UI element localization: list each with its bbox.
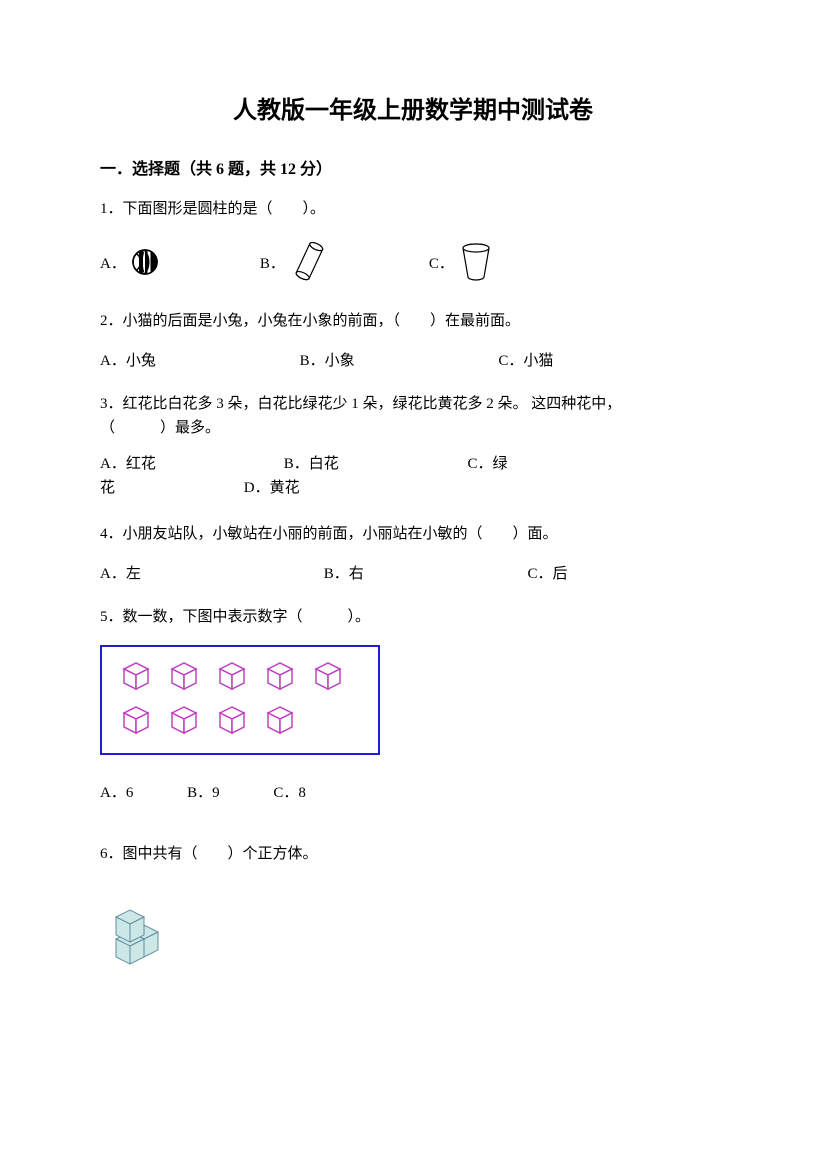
q2-option-b: B．小象 <box>300 349 355 370</box>
q1-options: A． B． <box>100 237 726 287</box>
q1-text: 1．下面图形是圆柱的是（ ）。 <box>100 197 726 221</box>
q2-text: 2．小猫的后面是小兔，小兔在小象的前面，（ ）在最前面。 <box>100 309 726 333</box>
q2-option-a: A．小兔 <box>100 349 156 370</box>
q5-option-b: B．9 <box>187 785 220 801</box>
q3-option-c2: 花 <box>100 476 240 500</box>
beach-ball-icon <box>130 247 160 277</box>
q5-option-c: C．8 <box>273 785 306 801</box>
q3-line2: （ ）最多。 <box>100 416 726 440</box>
cylinder-icon <box>289 237 329 287</box>
cup-icon <box>458 241 494 283</box>
q4-option-c: C．后 <box>528 562 568 583</box>
section-header: 一．选择题（共 6 题，共 12 分） <box>100 155 726 179</box>
q6-figure <box>100 882 726 972</box>
q6-text: 6．图中共有（ ）个正方体。 <box>100 842 726 866</box>
q1-option-c: C． <box>429 241 494 283</box>
q3-option-d: D．黄花 <box>244 476 300 500</box>
q5-cube-box <box>100 645 380 755</box>
q1-option-a: A． <box>100 247 160 277</box>
q4-text: 4．小朋友站队，小敏站在小丽的前面，小丽站在小敏的（ ）面。 <box>100 522 726 546</box>
q4-option-b: B．右 <box>324 562 524 583</box>
q5-option-a: A．6 <box>100 785 133 801</box>
q2-option-c: C．小猫 <box>498 349 553 370</box>
q4-options: A．左 B．右 C．后 <box>100 562 726 583</box>
q3-option-a: A．红花 <box>100 452 280 476</box>
q4-option-a: A．左 <box>100 562 320 583</box>
q5-options: A．6 B．9 C．8 <box>100 781 726 802</box>
q3-option-b: B．白花 <box>284 452 464 476</box>
q2-options: A．小兔 B．小象 C．小猫 <box>100 349 726 370</box>
q3-option-c: C．绿 <box>468 452 508 476</box>
q3-line1: 3．红花比白花多 3 朵，白花比绿花少 1 朵，绿花比黄花多 2 朵。 这四种花… <box>100 392 726 416</box>
q5-text: 5．数一数，下图中表示数字（ ）。 <box>100 605 726 629</box>
q1-option-b: B． <box>260 237 329 287</box>
stacked-cubes-icon <box>100 882 180 972</box>
doc-title: 人教版一年级上册数学期中测试卷 <box>100 90 726 125</box>
page: 人教版一年级上册数学期中测试卷 一．选择题（共 6 题，共 12 分） 1．下面… <box>0 0 826 1032</box>
q3: 3．红花比白花多 3 朵，白花比绿花少 1 朵，绿花比黄花多 2 朵。 这四种花… <box>100 392 726 500</box>
